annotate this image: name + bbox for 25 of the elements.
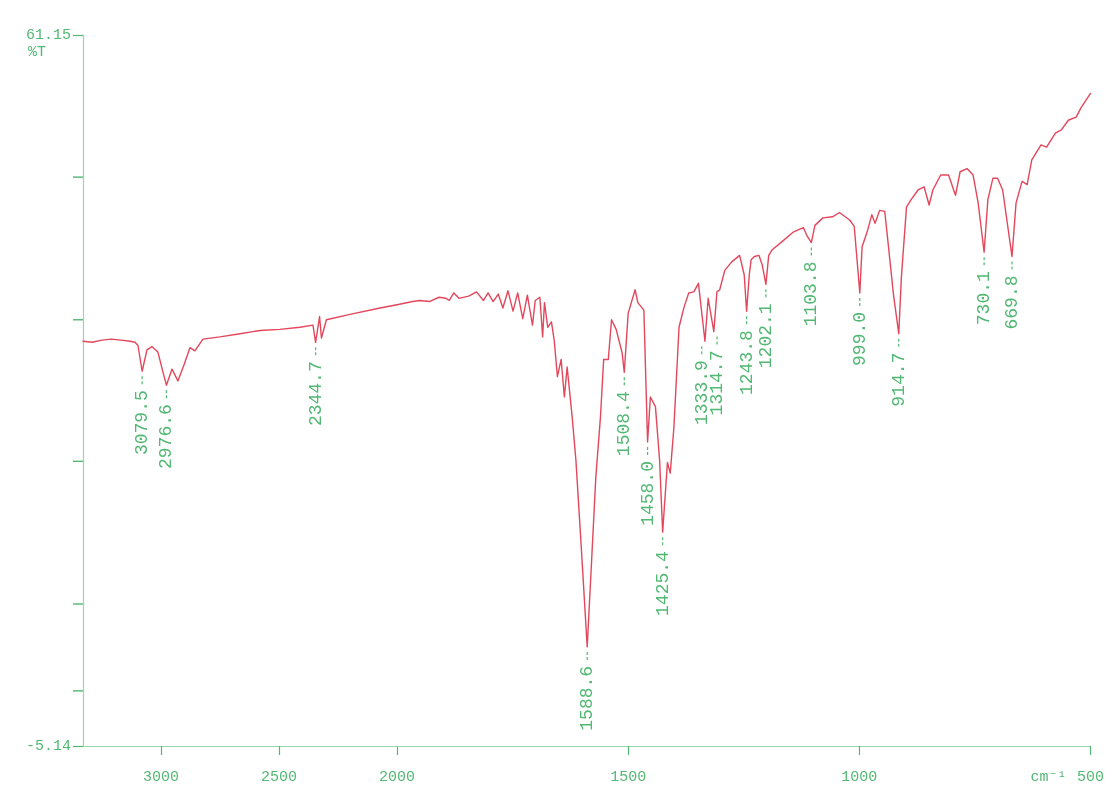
annotation: 999.0 [849, 311, 870, 366]
annotation: 1314.7 [707, 350, 728, 416]
y-tick-label: 61.15 [25, 26, 71, 44]
annotation: 3079.5 [132, 390, 153, 456]
annotation: 2344.7 [305, 361, 326, 427]
x-tick-label: 2500 [260, 769, 297, 786]
annotation: 1243.8 [736, 330, 757, 395]
x-tick-label: 1500 [610, 769, 647, 786]
x-axis-title: cm⁻¹ [1030, 769, 1067, 786]
annotation: 1458.0 [637, 461, 658, 526]
x-tick-label: 1000 [841, 769, 878, 786]
annotation: 2976.6 [156, 404, 177, 469]
annotation: 730.1 [974, 271, 995, 326]
x-tick-label: 2000 [378, 769, 416, 786]
annotation: 1103.8 [801, 261, 822, 327]
y-tick-label: -5.14 [25, 737, 71, 755]
x-tick-label: 500 [1076, 769, 1105, 786]
annotation: 669.8 [1001, 275, 1022, 330]
annotation: 914.7 [888, 352, 909, 407]
x-tick-label: 3000 [142, 769, 179, 786]
annotation: 1425.4 [652, 551, 673, 616]
annotation: 1588.6 [577, 665, 598, 731]
annotation: 1508.4 [614, 391, 635, 457]
annotation: 1202.1 [755, 303, 776, 369]
y-axis-title: %T [27, 44, 47, 61]
